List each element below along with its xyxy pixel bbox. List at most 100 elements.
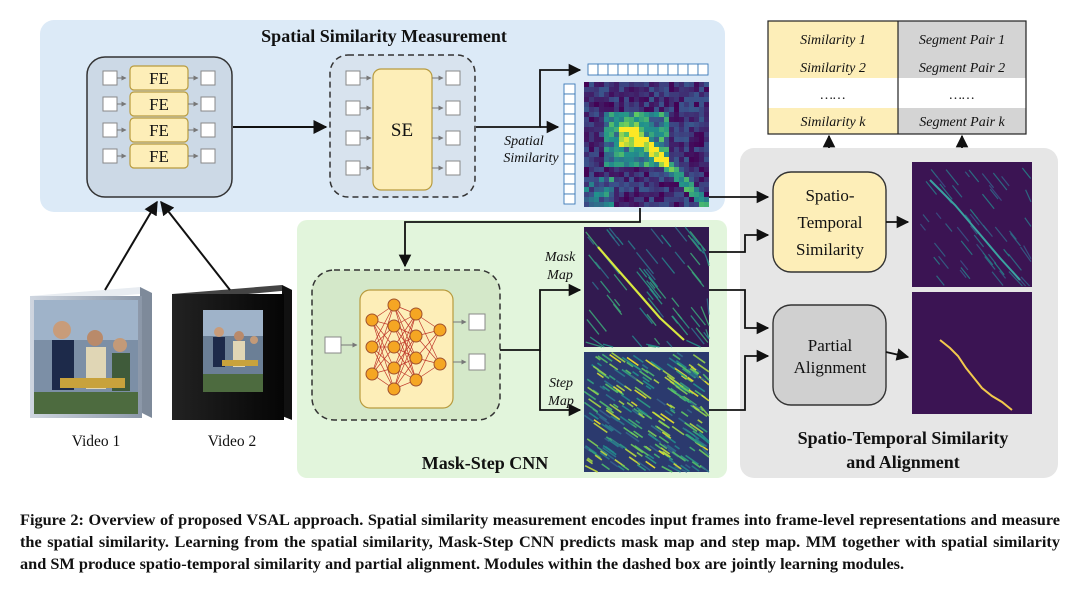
heat-cell [659, 152, 664, 157]
heat-cell [604, 112, 609, 117]
heat-cell [624, 127, 629, 132]
heat-cell [584, 87, 589, 92]
heat-cell [649, 147, 654, 152]
heat-cell [644, 172, 649, 177]
heat-cell [699, 157, 704, 162]
heat-cell [634, 97, 639, 102]
heat-cell [589, 127, 594, 132]
st-streak [925, 180, 938, 195]
step-streak [690, 401, 702, 411]
mask-streak [646, 313, 657, 327]
heat-cell [689, 187, 694, 192]
step-streak [690, 436, 705, 448]
step-streak [619, 415, 634, 426]
step-streak [602, 444, 617, 456]
heat-cell [589, 202, 594, 207]
heat-cell [644, 157, 649, 162]
heat-cell [704, 202, 709, 207]
se-label: SE [391, 120, 413, 141]
st-similarity-label-1: Spatio- [805, 186, 854, 205]
heat-cell [594, 167, 599, 172]
heat-cell [589, 192, 594, 197]
heat-cell [594, 87, 599, 92]
heat-cell [654, 177, 659, 182]
heat-cell [699, 127, 704, 132]
mask-streak [645, 268, 656, 281]
nn-node [409, 307, 423, 321]
heat-cell [674, 117, 679, 122]
st-streak [1023, 245, 1032, 260]
heat-cell [684, 147, 689, 152]
vector-cell [563, 143, 576, 155]
nn-edge [393, 325, 417, 381]
step-streak [701, 447, 710, 456]
heat-cell [634, 102, 639, 107]
heat-cell [699, 82, 704, 87]
step-streak [645, 369, 655, 377]
step-streak [638, 412, 645, 419]
mask-streak [587, 236, 595, 245]
heat-cell [634, 162, 639, 167]
step-streak [688, 363, 694, 369]
heat-cell [679, 142, 684, 147]
heat-cell [624, 172, 629, 177]
step-streak [634, 389, 647, 399]
heat-cell [689, 117, 694, 122]
heat-cell [584, 107, 589, 112]
heat-cell [649, 137, 654, 142]
heat-cell [629, 162, 634, 167]
st-streak [960, 240, 973, 256]
heat-cell [689, 112, 694, 117]
heat-cell [599, 167, 604, 172]
nn-edge [371, 319, 395, 369]
heat-cell [699, 147, 704, 152]
heat-cell [594, 82, 599, 87]
heat-cell [599, 192, 604, 197]
st-streak [959, 260, 969, 271]
heat-cell [594, 202, 599, 207]
heat-cell [624, 197, 629, 202]
heat-cell [694, 122, 699, 127]
step-streak [601, 463, 610, 471]
heat-cell [634, 112, 639, 117]
heat-cell [589, 157, 594, 162]
step-streak [605, 436, 613, 442]
step-streak [682, 395, 690, 402]
heat-cell [689, 82, 694, 87]
step-streak [636, 406, 648, 416]
heat-cell [604, 192, 609, 197]
heat-cell [629, 167, 634, 172]
step-streak [600, 450, 608, 457]
step-streak [592, 365, 607, 376]
st-panel-title-line1: Spatio-Temporal Similarity [798, 428, 1009, 448]
st-streak [922, 214, 930, 223]
heat-cell [584, 197, 589, 202]
heat-cell [659, 117, 664, 122]
heat-cell [624, 117, 629, 122]
mask-streak [647, 297, 661, 313]
heat-cell [589, 197, 594, 202]
heat-cell [604, 107, 609, 112]
heat-cell [589, 82, 594, 87]
heat-cell [659, 107, 664, 112]
heat-cell [589, 97, 594, 102]
vector-cell [563, 83, 576, 95]
heat-cell [639, 82, 644, 87]
heat-cell [619, 152, 624, 157]
heat-cell [704, 157, 709, 162]
heat-cell [654, 137, 659, 142]
heat-cell [674, 152, 679, 157]
mask-streak [660, 234, 672, 248]
step-streak [697, 433, 710, 444]
heat-cell [614, 172, 619, 177]
heat-cell [689, 137, 694, 142]
heat-cell [659, 172, 664, 177]
nn-node [433, 357, 447, 371]
heat-cell [689, 177, 694, 182]
heat-cell [639, 127, 644, 132]
heat-cell [694, 127, 699, 132]
heat-cell [584, 157, 589, 162]
heat-cell [649, 97, 654, 102]
heat-cell [654, 187, 659, 192]
step-streak [592, 389, 600, 395]
